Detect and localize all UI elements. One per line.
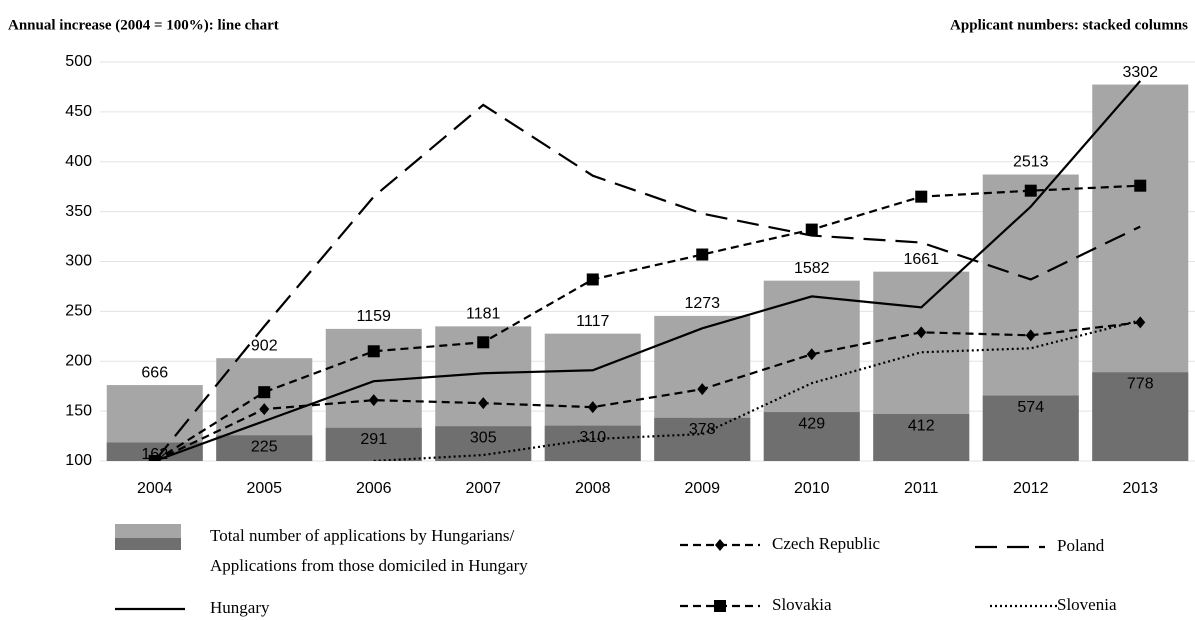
- chart-subtitle: Applicant numbers: stacked columns: [950, 17, 1188, 33]
- legend-label: Total number of applications by Hungaria…: [210, 526, 515, 545]
- marker: [586, 273, 599, 286]
- marker: [916, 326, 927, 339]
- legend-label: Poland: [1057, 536, 1105, 555]
- marker: [806, 348, 817, 361]
- bar: [325, 427, 422, 461]
- marker: [696, 248, 709, 261]
- marker: [697, 383, 708, 396]
- marker: [715, 539, 725, 551]
- value-label: 1181: [466, 306, 501, 323]
- value-label: 305: [470, 429, 497, 446]
- x-tick-label: 2005: [246, 480, 282, 497]
- value-label: 225: [251, 439, 278, 456]
- x-tick-label: 2007: [465, 480, 501, 497]
- value-label: 778: [1127, 376, 1154, 393]
- marker: [1134, 179, 1147, 192]
- x-tick-label: 2008: [575, 480, 611, 497]
- bar: [873, 414, 970, 461]
- value-label: 412: [908, 417, 935, 434]
- bar: [1092, 372, 1189, 461]
- marker: [915, 190, 928, 203]
- y-tick-label: 500: [65, 53, 92, 70]
- y-tick-label: 100: [65, 452, 92, 469]
- lines: [148, 80, 1147, 461]
- line: [153, 103, 1141, 461]
- line: [154, 321, 1141, 461]
- chart-title: Annual increase (2004 = 100%): line char…: [8, 17, 279, 33]
- legend-swatch: [115, 524, 181, 538]
- value-label: 2513: [1013, 154, 1049, 171]
- value-label: 574: [1017, 399, 1044, 416]
- value-label: 310: [579, 429, 606, 446]
- bar: [763, 412, 860, 461]
- legend-label: Czech Republic: [772, 534, 881, 553]
- y-tick-label: 200: [65, 352, 92, 369]
- bar: [435, 426, 532, 461]
- marker: [1025, 329, 1036, 342]
- marker: [478, 397, 489, 410]
- y-tick-label: 250: [65, 303, 92, 320]
- legend-swatch: [115, 538, 181, 550]
- value-label: 1159: [357, 308, 392, 325]
- marker: [148, 455, 161, 461]
- value-label: 1661: [903, 251, 939, 268]
- y-tick-label: 400: [65, 153, 92, 170]
- x-tick-label: 2011: [904, 480, 939, 497]
- line: [154, 184, 1141, 461]
- value-label: 291: [360, 431, 387, 448]
- x-tick-label: 2013: [1122, 480, 1158, 497]
- value-label: 1117: [576, 313, 609, 330]
- marker: [367, 345, 380, 358]
- x-tick-label: 2010: [794, 480, 830, 497]
- marker: [1024, 184, 1037, 197]
- marker: [587, 401, 598, 414]
- x-tick-label: 2006: [356, 480, 392, 497]
- value-label: 666: [141, 364, 168, 381]
- y-tick-label: 350: [65, 203, 92, 220]
- value-label: 429: [798, 415, 825, 432]
- bar: [982, 395, 1079, 461]
- x-tick-label: 2012: [1013, 480, 1049, 497]
- legend-label: Slovenia: [1057, 595, 1117, 614]
- bar: [544, 425, 641, 461]
- legend-label: Applications from those domiciled in Hun…: [210, 556, 528, 575]
- line: [154, 80, 1142, 461]
- value-label: 902: [251, 337, 278, 354]
- marker: [259, 403, 270, 416]
- value-label: 1582: [794, 260, 830, 277]
- value-label: 3302: [1122, 64, 1158, 81]
- x-tick-label: 2009: [684, 480, 720, 497]
- bar: [216, 435, 313, 461]
- marker: [477, 336, 490, 349]
- bar: [654, 417, 751, 461]
- legend-label: Slovakia: [772, 595, 832, 614]
- line: [373, 319, 1141, 461]
- value-label: 1273: [684, 295, 720, 312]
- x-tick-label: 2004: [137, 480, 173, 497]
- marker: [714, 600, 726, 612]
- marker: [1135, 316, 1146, 329]
- y-tick-label: 150: [65, 402, 92, 419]
- legend-label: Hungary: [210, 598, 270, 617]
- y-tick-label: 300: [65, 253, 92, 270]
- y-tick-label: 450: [65, 103, 92, 120]
- marker: [805, 223, 818, 236]
- marker: [368, 394, 379, 407]
- value-label: 378: [689, 421, 716, 438]
- marker: [258, 386, 271, 399]
